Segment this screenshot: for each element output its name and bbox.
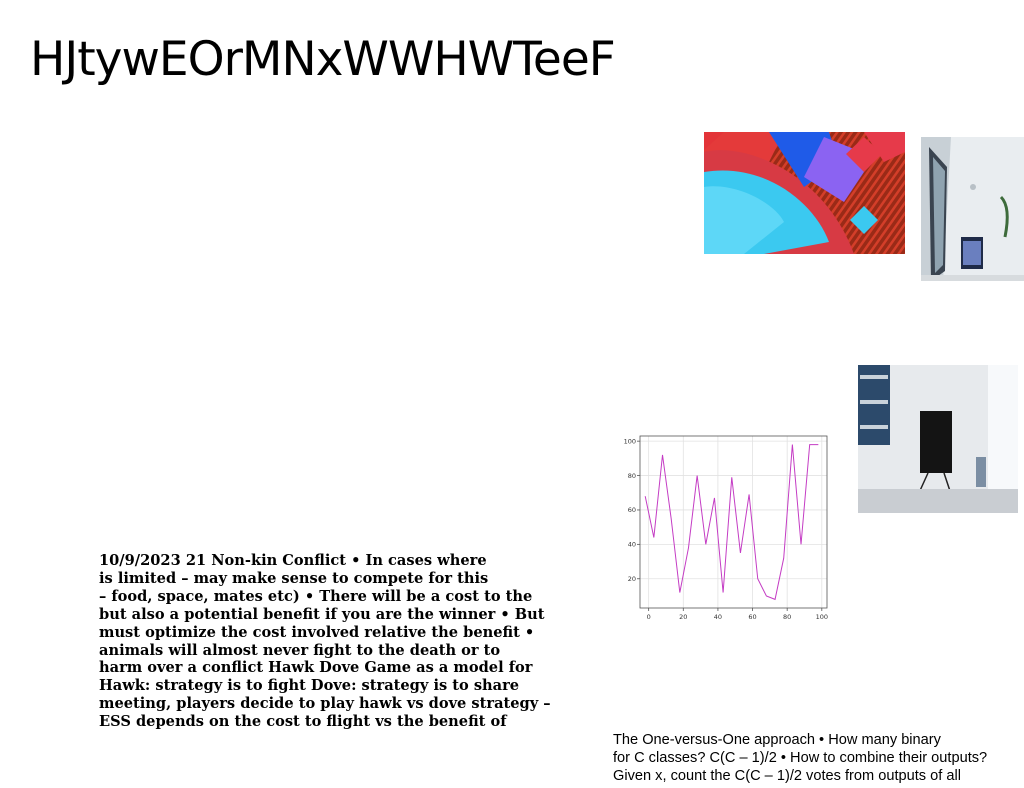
interior-room-photo-image [921, 137, 1024, 281]
easel-tv-photo-image [858, 365, 1018, 513]
body-line: ESS depends on the cost to flight vs the… [99, 713, 507, 731]
series-line [644, 444, 819, 601]
slide-title: HJtywEOrMNxWWHWTeeF [30, 32, 616, 87]
x-tick-label: 0 [647, 613, 651, 621]
body-line: Hawk: strategy is to fight Dove: strateg… [99, 677, 520, 695]
caption-text-block: The One-versus-One approach • How many b… [613, 731, 1024, 785]
body-line: animals will almost never fight to the d… [99, 641, 501, 659]
x-tick-label: 20 [679, 613, 687, 621]
line-chart: 0 20 40 60 80 100 20 40 60 80 100 [618, 432, 830, 622]
body-line: – food, space, mates etc) • There will b… [99, 587, 533, 605]
y-tick-label: 40 [628, 541, 636, 549]
y-tick-label: 100 [624, 437, 636, 445]
body-line: but also a potential benefit if you are … [99, 605, 545, 623]
y-tick-label: 80 [628, 472, 636, 480]
body-line: is limited – may make sense to compete f… [99, 569, 489, 587]
x-tick-label: 100 [816, 613, 828, 621]
y-tick-label: 20 [628, 575, 636, 583]
line-chart-svg: 0 20 40 60 80 100 20 40 60 80 100 [624, 435, 828, 621]
caption-line: Given x, count the C(C – 1)/2 votes from… [613, 768, 961, 784]
caption-line: The One-versus-One approach • How many b… [613, 732, 941, 748]
plot-frame [639, 435, 828, 609]
body-line: meeting, players decide to play hawk vs … [99, 695, 551, 713]
body-text-block: 10/9/2023 21 Non-kin Conflict • In cases… [99, 552, 609, 731]
body-line: must optimize the cost involved relative… [99, 623, 535, 641]
abstract-geometric-art-image [704, 132, 905, 254]
body-line: harm over a conflict Hawk Dove Game as a… [99, 659, 533, 677]
x-tick-label: 40 [714, 613, 722, 621]
body-line: 10/9/2023 21 Non-kin Conflict • In cases… [99, 552, 487, 569]
x-tick-label: 80 [783, 613, 791, 621]
x-tick-label: 60 [748, 613, 756, 621]
caption-line: for C classes? C(C – 1)/2 • How to combi… [613, 750, 988, 766]
y-tick-label: 60 [628, 506, 636, 514]
